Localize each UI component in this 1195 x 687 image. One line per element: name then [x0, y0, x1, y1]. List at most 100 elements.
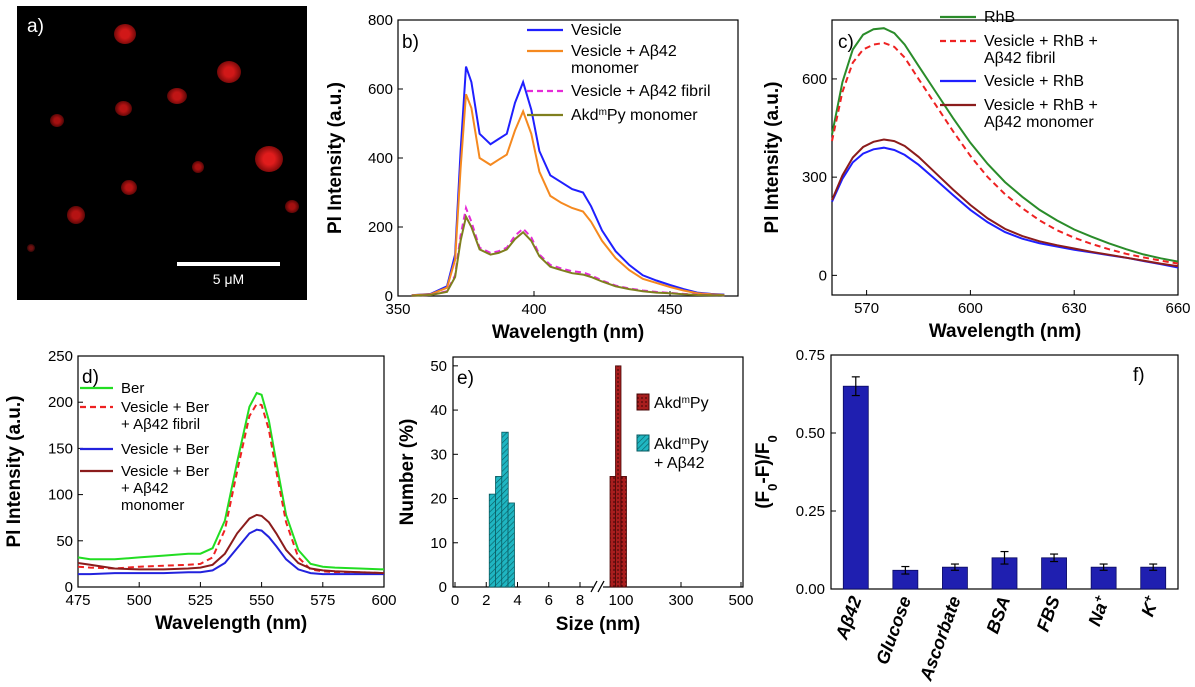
x-tick-label: FBS [1033, 594, 1064, 635]
y-tick-label: 40 [430, 402, 447, 419]
particle [115, 101, 132, 116]
legend-label: Ber [121, 380, 144, 397]
y-tick-label: 0 [819, 267, 827, 284]
x-tick-label: Glucose [872, 594, 915, 668]
legend-label: + Aβ42 [654, 455, 705, 472]
series-line [411, 66, 725, 297]
y-tick-label: 300 [802, 169, 827, 186]
y-tick-label: 200 [368, 219, 393, 236]
bar [507, 502, 515, 588]
x-tick-label: 0 [451, 592, 459, 609]
plot-frame [77, 355, 385, 588]
particle [50, 114, 64, 127]
legend-swatch [636, 434, 650, 452]
legend-label: Vesicle + Aβ42 [571, 43, 677, 60]
particle [255, 146, 283, 172]
legend-swatch [636, 393, 650, 411]
series-line [831, 27, 1179, 263]
x-tick-label: 660 [1165, 300, 1190, 317]
series-line [411, 213, 725, 297]
panel-label: e) [457, 368, 474, 389]
x-tick-label: 6 [545, 592, 553, 609]
axis-break-mark [597, 580, 605, 593]
axis-break-gap [593, 581, 603, 593]
y-tick-label: 600 [368, 81, 393, 98]
x-axis-label: Wavelength (nm) [492, 322, 644, 343]
x-tick-label: Ascorbate [915, 594, 964, 685]
series-line [77, 513, 385, 575]
series-line [78, 528, 384, 576]
x-tick-label: 500 [728, 592, 753, 609]
particle [27, 244, 35, 252]
scale-bar [177, 262, 280, 266]
x-tick-label: Aβ42 [831, 594, 865, 643]
legend-label: Vesicle + Ber [121, 441, 209, 458]
particle [121, 180, 137, 195]
bar [620, 476, 627, 588]
x-tick-label: 630 [1062, 300, 1087, 317]
particle [217, 61, 241, 83]
x-axis-label: Size (nm) [556, 614, 640, 635]
y-tick-label: 400 [368, 150, 393, 167]
y-tick-label: 0.75 [796, 347, 825, 364]
x-tick-label: 600 [958, 300, 983, 317]
legend-label: Vesicle + Ber [121, 399, 209, 416]
y-tick-label: 150 [48, 440, 73, 457]
x-axis-label: Wavelength (nm) [929, 321, 1081, 342]
particle [192, 161, 204, 173]
y-tick-label: 30 [430, 446, 447, 463]
y-tick-label: 200 [48, 394, 73, 411]
panel-label: c) [838, 32, 854, 53]
panel-label: b) [402, 32, 419, 53]
legend-label: + Aβ42 fibril [121, 416, 200, 433]
legend-label: Vesicle + RhB [984, 73, 1084, 90]
legend-label: Vesicle [571, 22, 622, 39]
y-axis-label: (F0-F)/F0 [753, 435, 780, 509]
bar [1041, 557, 1067, 590]
x-tick-label: 570 [854, 300, 879, 317]
bar [501, 431, 509, 588]
x-tick-label: 4 [513, 592, 521, 609]
x-tick-label: 350 [385, 301, 410, 318]
legend-label: Vesicle + Ber [121, 463, 209, 480]
legend-label: Vesicle + Aβ42 fibril [571, 83, 711, 100]
y-tick-label: 20 [430, 491, 447, 508]
x-tick-label: 300 [668, 592, 693, 609]
plot-frame [397, 19, 739, 297]
x-tick-label: 500 [127, 592, 152, 609]
x-tick-label: BSA [982, 594, 1014, 637]
x-tick-label: 550 [249, 592, 274, 609]
panel-label: f) [1133, 365, 1145, 386]
legend-label: AkdmPy [654, 395, 709, 413]
legend-label: AkdmPy monomer [571, 107, 698, 125]
y-tick-label: 100 [48, 487, 73, 504]
y-axis-label: Pl Intensity (a.u.) [4, 395, 25, 547]
bar [609, 476, 616, 588]
panel-a-label: a) [27, 16, 44, 37]
legend-label: monomer [571, 60, 639, 77]
y-tick-label: 800 [368, 12, 393, 29]
x-tick-label: 575 [310, 592, 335, 609]
plot-frame [831, 19, 1179, 296]
y-tick-label: 0 [65, 579, 73, 596]
y-tick-label: 50 [430, 358, 447, 375]
series-line [411, 93, 725, 297]
x-tick-label: 450 [657, 301, 682, 318]
legend-label: Aβ42 fibril [984, 50, 1055, 67]
y-tick-label: 0 [385, 288, 393, 305]
x-tick-label: 400 [521, 301, 546, 318]
bar [615, 365, 622, 588]
y-tick-label: 10 [430, 535, 447, 552]
x-tick-label: 600 [371, 592, 396, 609]
microscopy-image: a) 5 μM [17, 6, 307, 300]
y-tick-label: 600 [802, 71, 827, 88]
legend-label: Vesicle + RhB + [984, 97, 1098, 114]
y-tick-label: 250 [48, 348, 73, 365]
y-tick-label: 50 [56, 533, 73, 550]
x-tick-label: 100 [608, 592, 633, 609]
y-tick-label: 0.50 [796, 425, 825, 442]
panel-label: d) [82, 367, 99, 388]
bar [488, 493, 497, 588]
particle [67, 206, 85, 224]
x-tick-label: 525 [188, 592, 213, 609]
